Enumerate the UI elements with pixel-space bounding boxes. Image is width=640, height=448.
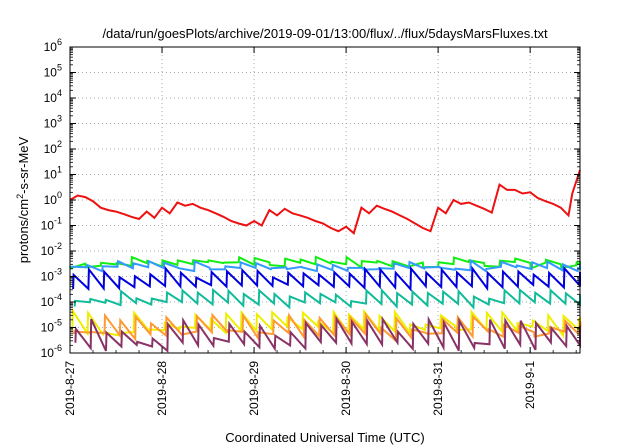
y-tick-label: 10-6 [41,343,62,360]
series-line-red [69,169,581,235]
series-line-lightblue [70,258,581,273]
series-line-teal [73,287,581,310]
y-tick-label: 10-2 [41,241,62,258]
x-axis-label: Coordinated Universal Time (UTC) [225,430,424,445]
series-layer [69,169,582,353]
chart-title: /data/run/goesPlots/archive/2019-09-01/1… [102,26,548,41]
y-tick-label: 102 [44,139,62,156]
y-tick-label: 105 [44,63,62,80]
x-tick-label: 2019-9-1 [523,361,537,409]
y-tick-label: 10-1 [41,216,62,233]
grid-lines [70,47,580,353]
y-tick-label: 103 [44,114,62,131]
series-line-blue [72,265,581,292]
series-line-yellow [71,307,581,339]
x-tick-label: 2019-8-30 [339,361,353,416]
series-line-purple [74,315,581,353]
x-tick-label: 2019-8-27 [63,361,77,416]
y-tick-label: 10-4 [41,292,62,309]
x-tick-label: 2019-8-29 [247,361,261,416]
y-tick-label: 106 [44,37,62,54]
y-tick-label: 10-3 [41,267,62,284]
axes: 10-6 10-5 10-4 10-3 10-2 10-1 100 101 102 103 104 1… [41,37,580,416]
x-tick-label: 2019-8-31 [431,361,445,416]
y-tick-label: 104 [44,88,62,105]
y-tick-label: 100 [44,190,62,207]
y-axis-label: protons/cm2-s-sr-MeV [15,136,31,263]
y-tick-label: 10-5 [41,318,62,335]
x-tick-label: 2019-8-28 [155,361,169,416]
y-tick-label: 101 [44,165,62,182]
